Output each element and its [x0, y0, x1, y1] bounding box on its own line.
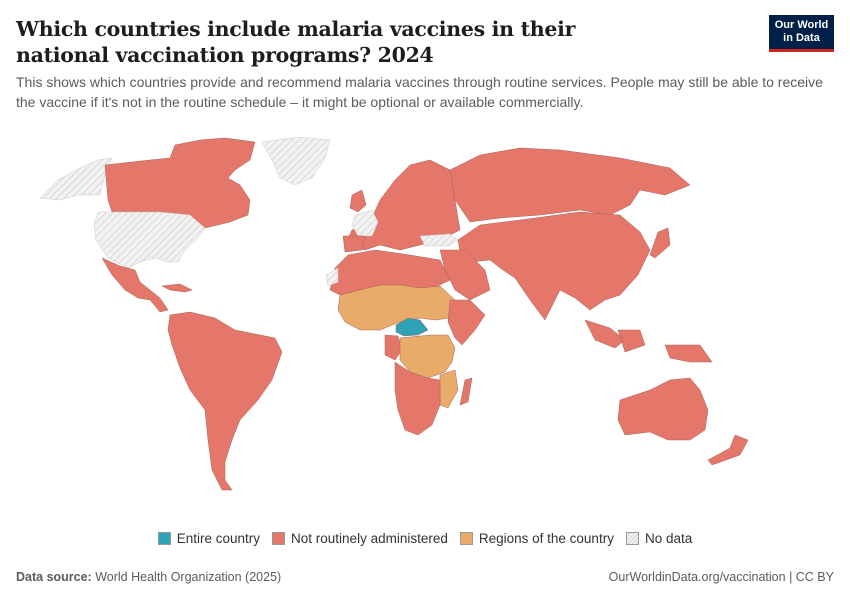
region-western-sahara[interactable] — [325, 267, 339, 287]
region-drc-east-africa[interactable] — [399, 334, 456, 379]
region-turkey[interactable] — [419, 233, 459, 247]
region-greenland[interactable] — [261, 136, 331, 186]
region-russia[interactable] — [449, 147, 691, 223]
region-gabon-congo[interactable] — [384, 334, 403, 361]
region-uk[interactable] — [349, 189, 367, 213]
owid-logo[interactable]: Our World in Data — [769, 15, 834, 52]
swatch-no-data — [625, 532, 639, 545]
swatch-regions — [459, 532, 473, 545]
region-alaska[interactable] — [39, 157, 113, 201]
region-asia[interactable] — [457, 211, 651, 321]
swatch-entire-country — [157, 532, 171, 545]
chart-title: Which countries include malaria vaccines… — [16, 17, 576, 67]
legend-item-regions[interactable]: Regions of the country — [459, 531, 614, 546]
region-iberia[interactable] — [342, 235, 366, 253]
world-map[interactable] — [0, 125, 850, 525]
legend-label: Entire country — [176, 531, 261, 546]
region-indonesia[interactable] — [584, 319, 713, 363]
chart-subtitle: This shows which countries provide and r… — [16, 74, 823, 110]
region-mozambique[interactable] — [439, 369, 459, 409]
legend-item-no-data[interactable]: No data — [625, 531, 693, 546]
owid-url-link[interactable]: OurWorldinData.org/vaccination | CC BY — [608, 570, 834, 584]
data-source: Data source: World Health Organization (… — [16, 570, 281, 584]
region-horn-of-africa[interactable] — [447, 299, 486, 346]
region-south-america[interactable] — [167, 311, 283, 491]
region-japan[interactable] — [649, 227, 671, 259]
region-central-african-republic[interactable] — [395, 317, 429, 337]
logo-line-2: in Data — [783, 32, 820, 44]
region-usa[interactable] — [93, 211, 206, 269]
data-source-link[interactable]: World Health Organization (2025) — [95, 570, 282, 584]
region-madagascar[interactable] — [459, 377, 473, 406]
legend-item-not-routinely[interactable]: Not routinely administered — [272, 531, 448, 546]
region-southern-africa[interactable] — [394, 361, 441, 436]
region-mexico-central-america[interactable] — [101, 257, 169, 313]
region-sahel[interactable] — [337, 284, 456, 331]
legend-label: No data — [644, 531, 693, 546]
region-australia[interactable] — [617, 377, 709, 441]
legend-label: Regions of the country — [478, 531, 614, 546]
region-france[interactable] — [351, 209, 379, 237]
legend: Entire country Not routinely administere… — [0, 531, 850, 546]
region-caribbean[interactable] — [161, 283, 193, 293]
legend-label: Not routinely administered — [291, 531, 448, 546]
data-source-label: Data source: — [16, 570, 92, 584]
swatch-not-routinely — [272, 532, 286, 545]
region-new-zealand[interactable] — [707, 434, 749, 466]
logo-line-1: Our World — [774, 19, 829, 31]
legend-item-entire-country[interactable]: Entire country — [157, 531, 261, 546]
